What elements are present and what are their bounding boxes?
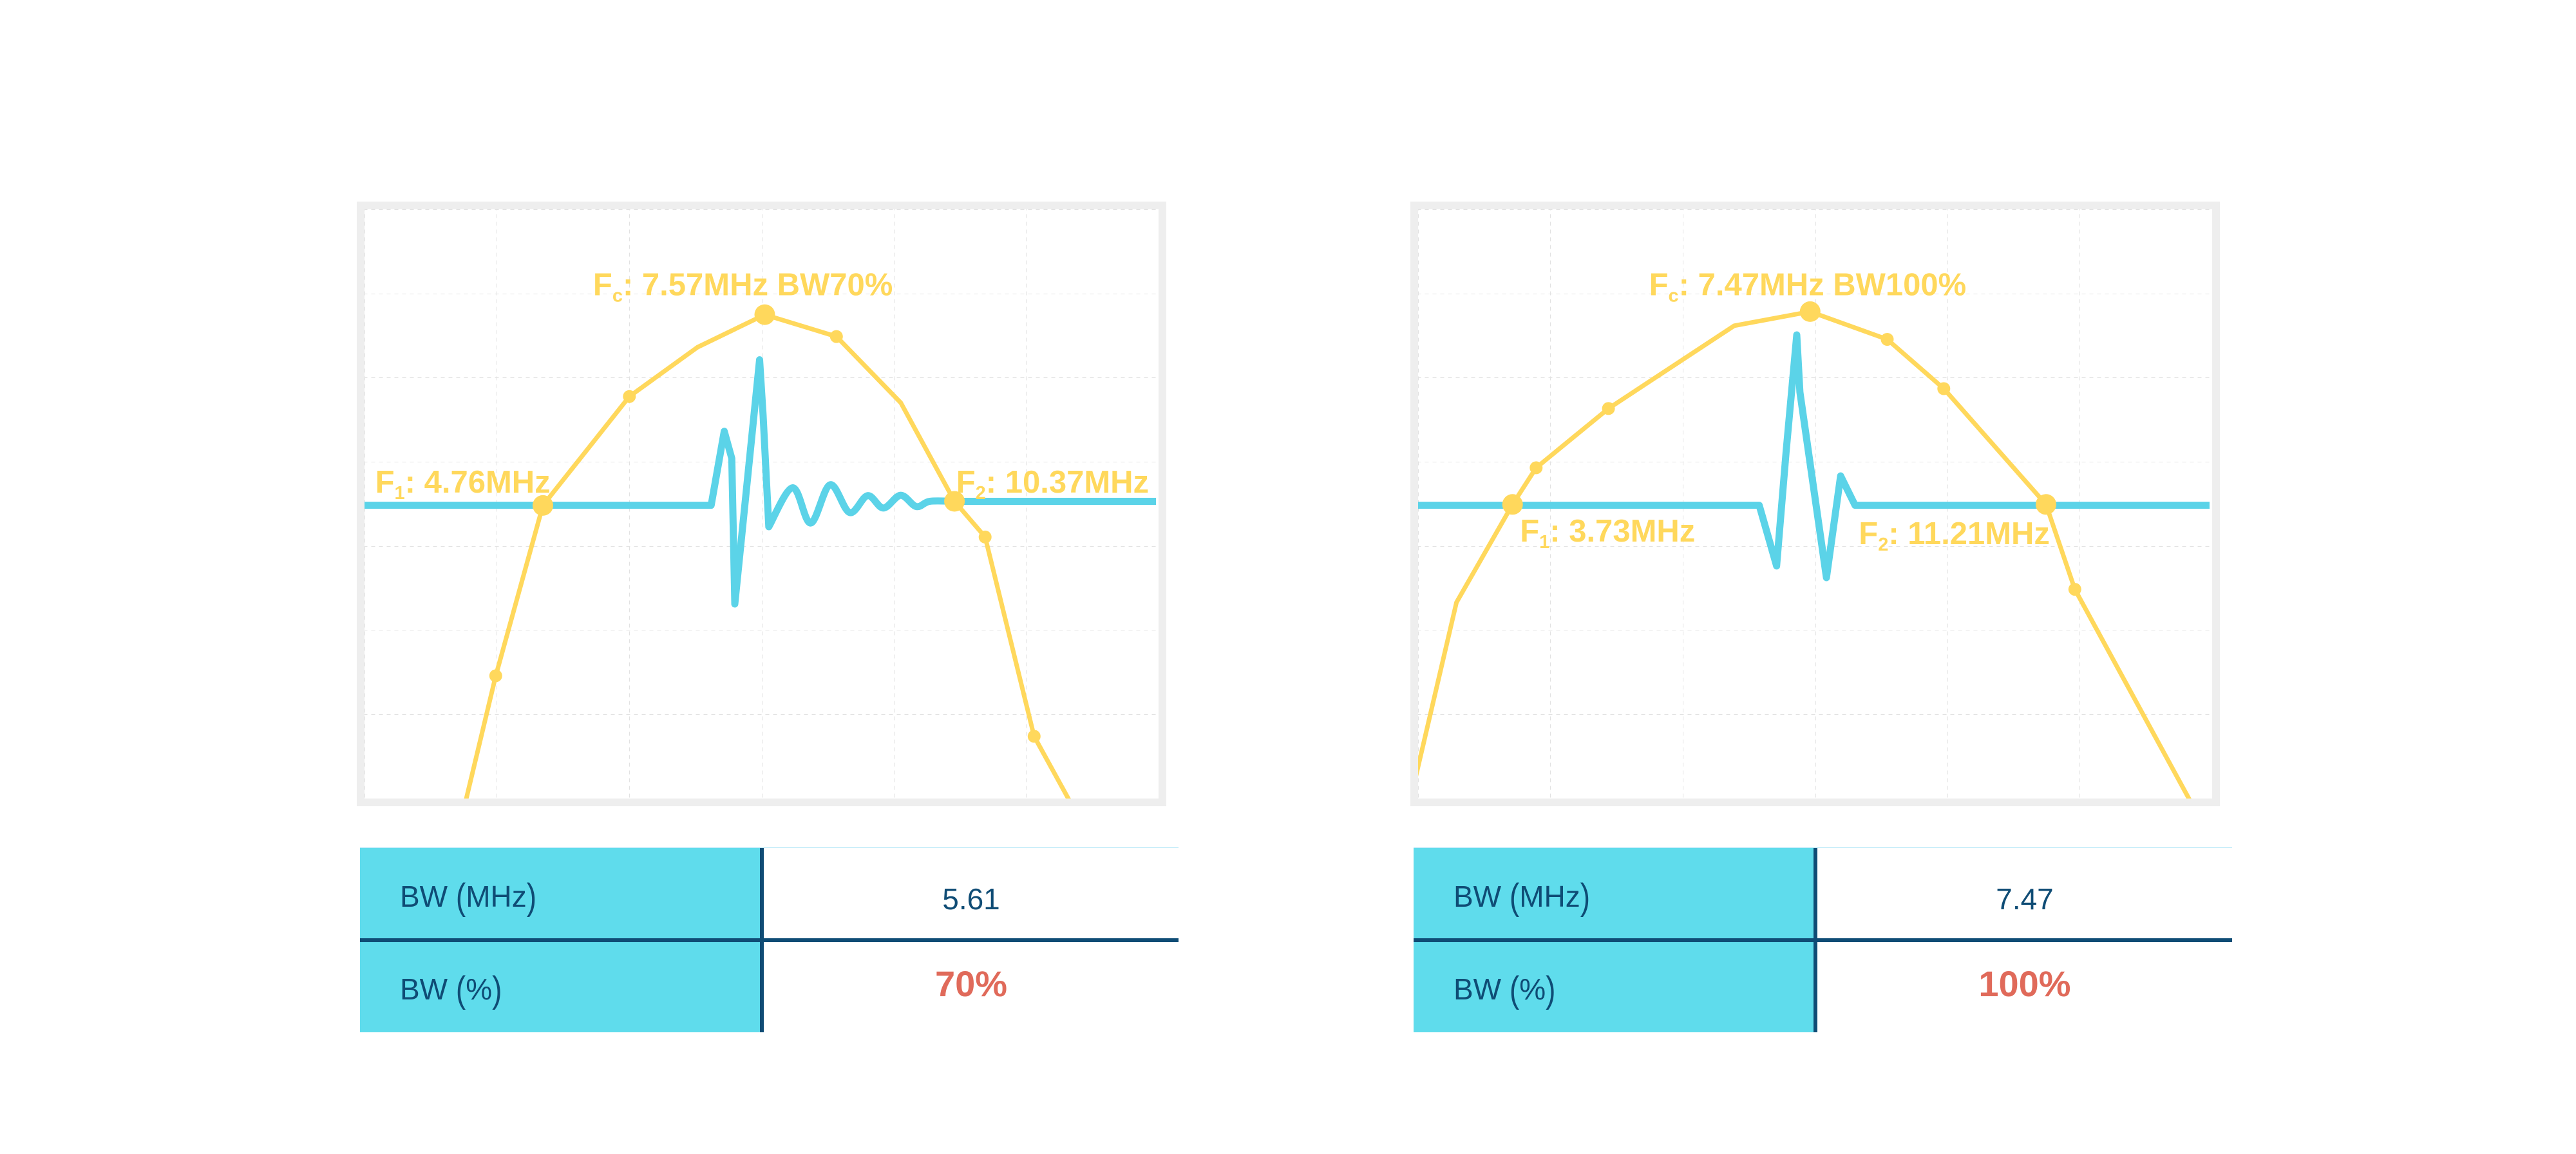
- svg-text:Fc: 7.47MHz BW100%: Fc: 7.47MHz BW100%: [1649, 267, 1967, 306]
- svg-text:F2: 11.21MHz: F2: 11.21MHz: [1859, 516, 2050, 555]
- svg-text:F1: 4.76MHz: F1: 4.76MHz: [375, 465, 551, 504]
- svg-text:Fc: 7.57MHz BW70%: Fc: 7.57MHz BW70%: [593, 267, 893, 306]
- svg-text:F2: 10.37MHz: F2: 10.37MHz: [956, 465, 1149, 504]
- svg-text:F1: 3.73MHz: F1: 3.73MHz: [1520, 514, 1695, 553]
